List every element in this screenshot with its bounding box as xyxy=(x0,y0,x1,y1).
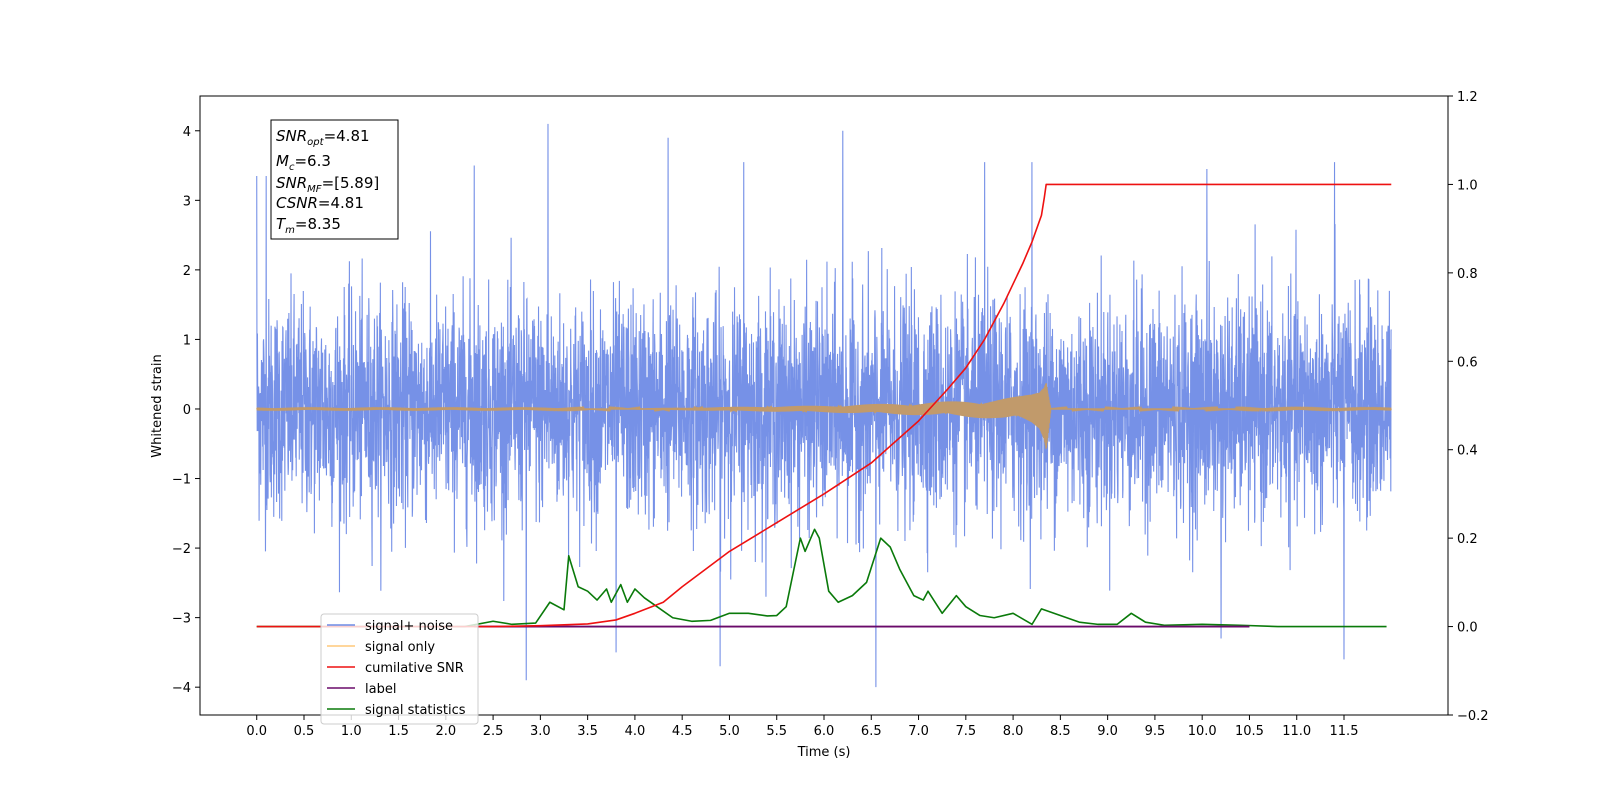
x-tick-label: 6.0 xyxy=(814,724,835,739)
signal-plus-noise-line xyxy=(256,123,1392,688)
series-signal-statistics xyxy=(256,528,1387,628)
y-right-tick-label: 0.8 xyxy=(1457,267,1478,282)
annotation-line-csnr: CSNR=4.81 xyxy=(276,194,364,212)
x-tick-label: 1.0 xyxy=(341,724,362,739)
x-tick-label: 9.0 xyxy=(1097,724,1118,739)
x-axis-ticks: 0.0 0.5 1.0 1.5 2.0 2.5 3.0 3.5 4.0 4.5 5.0 5.5 6.0 6… xyxy=(246,715,1358,739)
x-axis-label: Time (s) xyxy=(797,745,851,760)
x-tick-label: 2.5 xyxy=(483,724,504,739)
legend-label-signal-statistics: signal statistics xyxy=(365,703,466,718)
series-cumilative-snr xyxy=(256,183,1392,628)
x-tick-label: 4.0 xyxy=(625,724,646,739)
y-left-tick-label: −1 xyxy=(172,473,191,488)
y-left-tick-label: −4 xyxy=(172,681,191,696)
y-axis-label: Whitened strain xyxy=(150,354,165,457)
y-right-tick-label: 0.2 xyxy=(1457,532,1478,547)
y-axis-right-ticks: −0.2 0.0 0.2 0.4 0.6 0.8 1.0 1.2 xyxy=(1448,90,1489,724)
annotation-line-mc: Mc=6.3 xyxy=(276,152,331,173)
x-tick-label: 5.0 xyxy=(719,724,740,739)
y-left-tick-label: 0 xyxy=(183,403,191,418)
y-right-tick-label: 1.2 xyxy=(1457,90,1478,105)
x-tick-label: 11.5 xyxy=(1330,724,1359,739)
y-left-tick-label: −3 xyxy=(172,612,191,627)
y-right-tick-label: 1.0 xyxy=(1457,178,1478,193)
signal-only-line xyxy=(256,383,1392,449)
y-right-tick-label: 0.4 xyxy=(1457,444,1478,459)
y-axis-left-ticks: −4 −3 −2 −1 0 1 2 3 4 xyxy=(172,125,200,696)
annotation-box: SNRopt=4.81 Mc=6.3 SNRMF=[5.89] CSNR=4.8… xyxy=(270,119,399,240)
x-tick-label: 3.5 xyxy=(577,724,598,739)
y-left-tick-label: 2 xyxy=(183,264,191,279)
x-tick-label: 8.5 xyxy=(1050,724,1071,739)
x-tick-label: 6.5 xyxy=(861,724,882,739)
x-tick-label: 5.5 xyxy=(766,724,787,739)
x-tick-label: 0.0 xyxy=(246,724,267,739)
legend-label-label: label xyxy=(365,682,396,697)
annotation-frame xyxy=(270,119,399,240)
annotation-line-tm: Tm=8.35 xyxy=(276,215,341,236)
legend-label-cumilative-snr: cumilative SNR xyxy=(365,661,464,676)
y-right-tick-label: 0.6 xyxy=(1457,355,1478,370)
x-tick-label: 0.5 xyxy=(294,724,315,739)
y-left-tick-label: 1 xyxy=(183,333,191,348)
x-tick-label: 10.0 xyxy=(1188,724,1217,739)
cumilative-snr-line xyxy=(256,183,1392,628)
x-tick-label: 10.5 xyxy=(1235,724,1264,739)
x-tick-label: 1.5 xyxy=(388,724,409,739)
series-signal-only xyxy=(256,383,1392,449)
legend-label-signal-plus-noise: signal+ noise xyxy=(365,619,453,634)
y-left-tick-label: −2 xyxy=(172,542,191,557)
legend: signal+ noise signal only cumilative SNR… xyxy=(320,613,479,725)
x-tick-label: 11.0 xyxy=(1282,724,1311,739)
annotation-line-snr-opt: SNRopt=4.81 xyxy=(276,127,370,148)
x-tick-label: 7.0 xyxy=(908,724,929,739)
x-tick-label: 7.5 xyxy=(955,724,976,739)
legend-label-signal-only: signal only xyxy=(365,640,435,655)
y-left-tick-label: 4 xyxy=(183,125,191,140)
annotation-line-snr-mf: SNRMF=[5.89] xyxy=(276,174,379,195)
y-right-tick-label: −0.2 xyxy=(1457,709,1489,724)
legend-frame xyxy=(320,613,479,725)
y-right-tick-label: 0.0 xyxy=(1457,621,1478,636)
x-tick-label: 9.5 xyxy=(1145,724,1166,739)
x-tick-label: 3.0 xyxy=(530,724,551,739)
y-left-tick-label: 3 xyxy=(183,194,191,209)
signal-statistics-line xyxy=(256,528,1387,628)
x-tick-label: 2.0 xyxy=(435,724,456,739)
x-tick-label: 4.5 xyxy=(672,724,693,739)
series-signal-plus-noise xyxy=(256,123,1392,688)
x-tick-label: 8.0 xyxy=(1003,724,1024,739)
